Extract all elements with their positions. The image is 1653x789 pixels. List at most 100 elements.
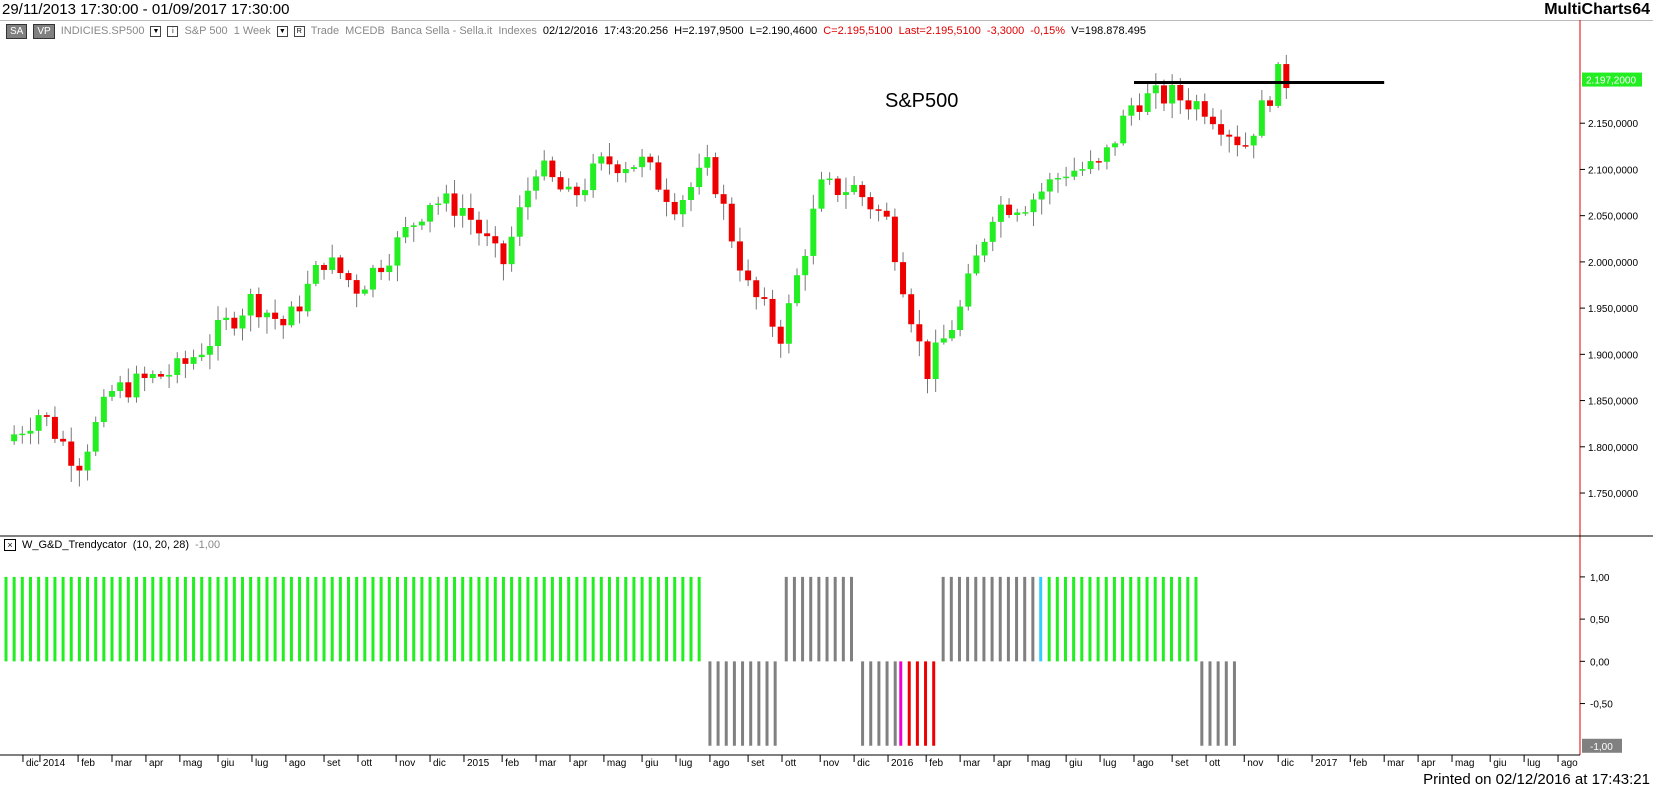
time-tick-label: mar — [1387, 758, 1405, 769]
candle-body — [117, 382, 124, 392]
price-tick-label: 1.850,0000 — [1588, 397, 1638, 408]
time-tick-label: 2017 — [1315, 758, 1338, 769]
candle-body — [1095, 161, 1102, 163]
candle-body — [84, 451, 91, 471]
candle-body — [386, 265, 393, 273]
candle-body — [663, 189, 670, 202]
candle-body — [957, 306, 964, 330]
candle-body — [581, 190, 588, 196]
chart-title: S&P500 — [885, 90, 958, 112]
time-tick-label: giu — [1069, 758, 1082, 769]
time-tick-label: ago — [289, 758, 306, 769]
candle-body — [329, 257, 336, 270]
price-tick-label: 2.100,0000 — [1588, 165, 1638, 176]
candle-body — [736, 241, 743, 271]
price-tick-label: 2.050,0000 — [1588, 212, 1638, 223]
indicator-label: × W_G&D_Trendycator (10, 20, 28) -1,00 — [4, 539, 220, 551]
candle-body — [43, 415, 50, 417]
time-tick-label: apr — [149, 758, 164, 769]
time-tick-label: apr — [997, 758, 1012, 769]
candle-body — [647, 156, 654, 163]
quote-volume: V=198.878.495 — [1071, 25, 1147, 37]
candle-body — [598, 156, 605, 164]
candle-body — [337, 257, 344, 274]
symbol-description: S&P 500 — [184, 25, 228, 37]
price-tick-label: 2.150,0000 — [1588, 119, 1638, 130]
quote-change: -3,3000 — [986, 25, 1025, 37]
candle-body — [223, 317, 230, 321]
candle-body — [883, 210, 890, 217]
candle-body — [149, 374, 156, 379]
info-icon[interactable]: i — [167, 25, 179, 37]
close-icon[interactable]: × — [4, 539, 16, 551]
time-tick-label: lug — [1527, 758, 1540, 769]
mode-vp-button[interactable]: VP — [33, 23, 55, 39]
time-tick-label: feb — [929, 758, 943, 769]
candle-body — [35, 415, 42, 431]
candle-body — [671, 201, 678, 215]
candle-body — [190, 357, 197, 364]
candle-body — [622, 169, 629, 174]
quote-date: 02/12/2016 — [542, 25, 598, 37]
candle-body — [1136, 105, 1143, 112]
symbol-name[interactable]: INDICIES.SP500 — [60, 25, 145, 37]
candle-body — [924, 341, 931, 380]
resolution[interactable]: 1 Week — [233, 25, 271, 37]
indicator-name[interactable]: W_G&D_Trendycator — [22, 539, 127, 551]
candle-body — [141, 373, 148, 379]
candle-body — [410, 225, 417, 227]
quote-low: L=2.190,4600 — [749, 25, 818, 37]
candle-body — [696, 167, 703, 188]
candle-body — [973, 255, 980, 274]
candle-body — [51, 416, 58, 439]
time-tick-label: 2014 — [43, 758, 66, 769]
chevron-down-icon[interactable]: ▼ — [276, 25, 288, 37]
symbol-info-bar: SA VP INDICIES.SP500 ▼ i S&P 500 1 Week … — [6, 23, 1146, 39]
candle-body — [500, 243, 507, 265]
candle-body — [997, 204, 1004, 222]
price-tick-label: 1.800,0000 — [1588, 443, 1638, 454]
chevron-down-icon[interactable]: ▼ — [150, 25, 162, 37]
candle-body — [125, 382, 132, 398]
candle-body — [516, 207, 523, 237]
candle-body — [19, 433, 26, 436]
candle-body — [761, 297, 768, 299]
time-tick-label: giu — [1493, 758, 1506, 769]
data-source: Banca Sella - Sella.it — [390, 25, 493, 37]
candle-body — [475, 219, 482, 234]
candle-body — [92, 422, 99, 452]
indicator-tick-label: -0,50 — [1590, 700, 1613, 711]
candle-body — [1046, 179, 1053, 192]
candle-body — [524, 190, 531, 208]
candle-body — [459, 207, 466, 216]
candle-body — [704, 157, 711, 168]
quote-time: 17:43:20.256 — [603, 25, 669, 37]
candle-body — [1283, 64, 1290, 89]
time-tick-label: mar — [963, 758, 981, 769]
candle-body — [418, 221, 425, 226]
candle-body — [1160, 85, 1167, 104]
time-tick-label: mag — [607, 758, 626, 769]
refresh-icon[interactable]: R — [293, 25, 305, 37]
candle-body — [312, 264, 319, 284]
candle-body — [280, 318, 287, 326]
time-tick-label: dic — [26, 758, 39, 769]
candle-body — [76, 465, 83, 471]
candle-body — [842, 192, 849, 196]
candle-body — [345, 273, 352, 281]
time-tick-label: set — [327, 758, 341, 769]
candle-body — [378, 267, 385, 273]
candle-body — [573, 186, 580, 196]
time-tick-label: dic — [433, 758, 446, 769]
indicator-tick-label: 0,50 — [1590, 615, 1610, 626]
time-tick-label: giu — [645, 758, 658, 769]
candle-body — [948, 329, 955, 339]
candle-body — [590, 163, 597, 191]
mode-sa-button[interactable]: SA — [6, 23, 28, 39]
candle-body — [834, 178, 841, 196]
candle-body — [549, 160, 556, 178]
candle-body — [1152, 85, 1159, 94]
candle-body — [851, 184, 858, 193]
candle-body — [794, 275, 801, 304]
candle-body — [777, 326, 784, 344]
